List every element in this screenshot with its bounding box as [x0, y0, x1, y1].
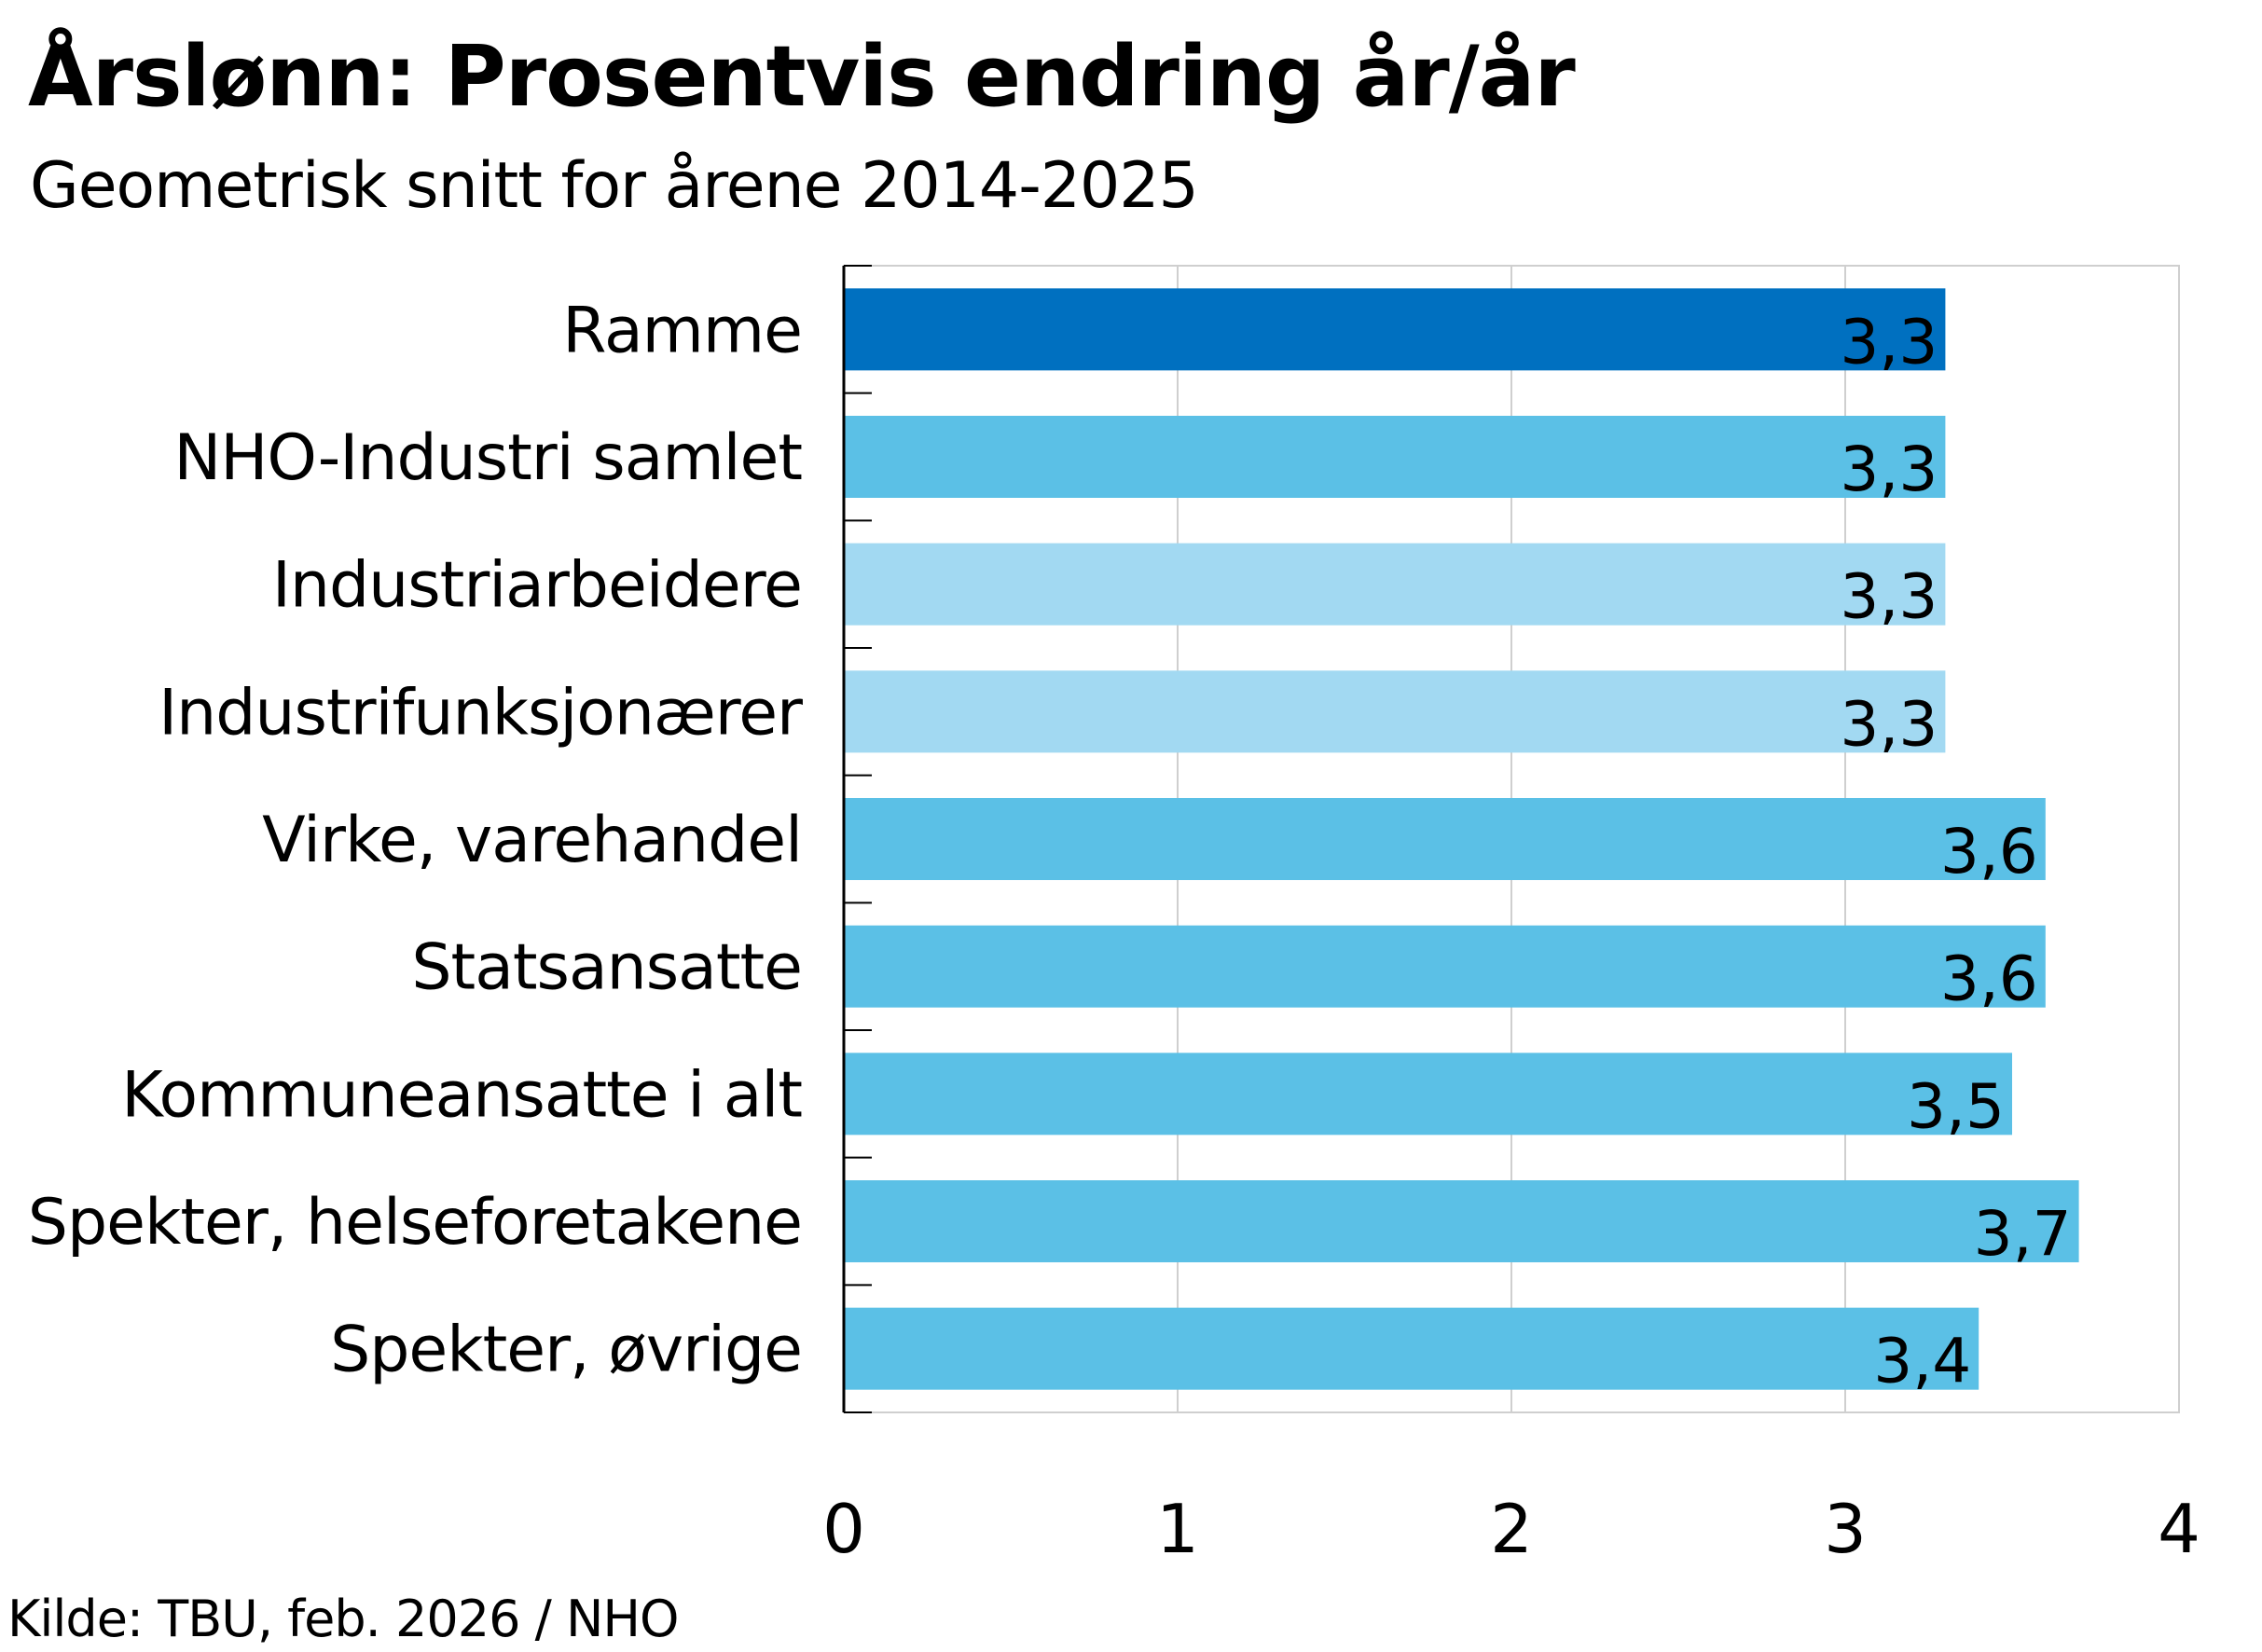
bar-6	[844, 1053, 2012, 1136]
data-label: 3,3	[1840, 306, 1938, 378]
bar-5	[844, 925, 2046, 1008]
category-label: Spekter, øvrige	[330, 1314, 802, 1387]
data-label: 3,5	[1907, 1070, 2005, 1142]
data-label: 3,6	[1940, 816, 2038, 888]
data-label: 3,3	[1840, 688, 1938, 760]
data-label: 3,4	[1873, 1326, 1971, 1397]
chart-subtitle: Geometrisk snitt for årene 2014-2025	[30, 149, 1199, 223]
category-label: NHO-Industri samlet	[173, 421, 802, 495]
x-tick-label: 4	[2158, 1490, 2200, 1568]
chart-title: Årslønn: Prosentvis endring år/år	[28, 28, 1576, 126]
category-label: Kommuneansatte i alt	[121, 1058, 802, 1132]
category-label: Virke, varehandel	[262, 804, 802, 877]
x-tick-label: 3	[1824, 1490, 1867, 1568]
x-tick-label: 1	[1156, 1490, 1199, 1568]
bar-4	[844, 798, 2046, 880]
bar-7	[844, 1180, 2079, 1262]
data-label: 3,7	[1974, 1198, 2072, 1270]
category-label: Spekter, helseforetakene	[28, 1186, 802, 1260]
category-label: Statsansatte	[411, 931, 802, 1005]
bar-3	[844, 670, 1946, 753]
data-label: 3,3	[1840, 434, 1938, 505]
x-tick-label: 2	[1490, 1490, 1533, 1568]
bar-8	[844, 1307, 1979, 1390]
category-label: Industrifunksjonærer	[159, 676, 803, 750]
x-tick-label: 0	[822, 1490, 865, 1568]
source-note: Kilde: TBU, feb. 2026 / NHO	[7, 1590, 679, 1648]
bar-2	[844, 543, 1946, 626]
bar-1	[844, 416, 1946, 498]
data-label: 3,6	[1940, 943, 2038, 1015]
category-label: Ramme	[562, 294, 802, 367]
category-label: Industriarbeidere	[272, 549, 802, 623]
data-label: 3,3	[1840, 561, 1938, 633]
bar-0	[844, 288, 1946, 371]
